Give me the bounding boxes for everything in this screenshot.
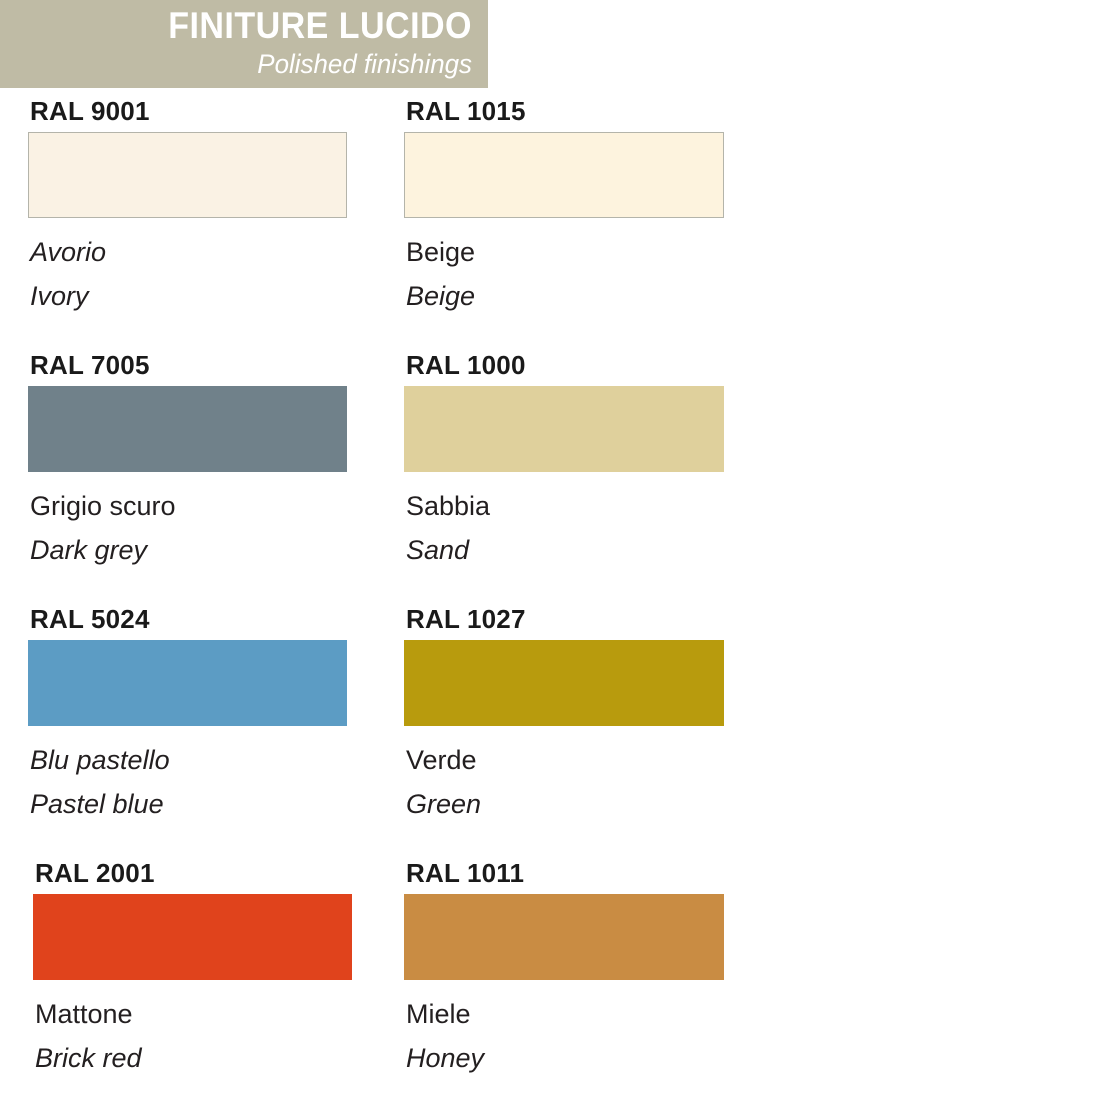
- ral-code-label: RAL 1011: [406, 858, 525, 888]
- color-name-italian: Beige: [406, 237, 476, 267]
- color-swatch[interactable]: [28, 640, 347, 726]
- swatch-names: Mattone Brick red: [35, 992, 392, 1080]
- color-name-english: Dark grey: [30, 535, 148, 565]
- swatch-card-ral-2001[interactable]: RAL 2001 Mattone Brick red: [0, 858, 392, 1108]
- swatch-card-ral-7005[interactable]: RAL 7005 Grigio scuro Dark grey: [0, 350, 392, 604]
- swatch-row: RAL 5024 Blu pastello Pastel blue RAL 10…: [0, 604, 1100, 858]
- swatch-card-ral-5024[interactable]: RAL 5024 Blu pastello Pastel blue: [0, 604, 392, 858]
- swatch-card-ral-1000[interactable]: RAL 1000 Sabbia Sand: [392, 350, 784, 604]
- swatch-card-ral-1015[interactable]: RAL 1015 Beige Beige: [392, 96, 784, 350]
- color-swatch[interactable]: [404, 894, 724, 980]
- swatch-names: Blu pastello Pastel blue: [30, 738, 392, 826]
- swatch-row: RAL 2001 Mattone Brick red RAL 1011 Miel…: [0, 858, 1100, 1108]
- swatch-names: Verde Green: [406, 738, 784, 826]
- color-name-italian: Grigio scuro: [30, 491, 176, 521]
- swatch-names: Beige Beige: [406, 230, 784, 318]
- color-name-english: Brick red: [35, 1043, 142, 1073]
- color-name-italian: Mattone: [35, 999, 133, 1029]
- color-name-italian: Miele: [406, 999, 471, 1029]
- swatch-names: Avorio Ivory: [30, 230, 392, 318]
- swatch-card-ral-1011[interactable]: RAL 1011 Miele Honey: [392, 858, 784, 1108]
- swatch-names: Grigio scuro Dark grey: [30, 484, 392, 572]
- ral-code-label: RAL 1027: [406, 604, 526, 634]
- swatch-names: Sabbia Sand: [406, 484, 784, 572]
- ral-code-label: RAL 1000: [406, 350, 526, 380]
- color-name-italian: Blu pastello: [30, 745, 170, 775]
- ral-code-label: RAL 9001: [30, 96, 150, 126]
- color-swatch[interactable]: [28, 386, 347, 472]
- ral-code-label: RAL 7005: [30, 350, 150, 380]
- color-name-english: Beige: [406, 281, 476, 311]
- color-swatch[interactable]: [404, 386, 724, 472]
- ral-code-label: RAL 2001: [35, 858, 155, 888]
- color-swatch[interactable]: [28, 132, 347, 218]
- color-swatch[interactable]: [404, 132, 724, 218]
- page-subtitle: Polished finishings: [257, 49, 472, 79]
- header-banner: FINITURE LUCIDO Polished finishings: [0, 0, 488, 88]
- color-name-english: Pastel blue: [30, 789, 164, 819]
- swatch-names: Miele Honey: [406, 992, 784, 1080]
- color-name-english: Green: [406, 789, 482, 819]
- color-name-english: Ivory: [30, 281, 89, 311]
- color-name-italian: Sabbia: [406, 491, 491, 521]
- page-title: FINITURE LUCIDO: [168, 5, 472, 46]
- color-name-english: Honey: [406, 1043, 485, 1073]
- swatch-card-ral-1027[interactable]: RAL 1027 Verde Green: [392, 604, 784, 858]
- swatch-row: RAL 9001 Avorio Ivory RAL 1015 Beige Bei…: [0, 96, 1100, 350]
- swatch-card-ral-9001[interactable]: RAL 9001 Avorio Ivory: [0, 96, 392, 350]
- color-swatch-grid: RAL 9001 Avorio Ivory RAL 1015 Beige Bei…: [0, 96, 1100, 1108]
- ral-code-label: RAL 1015: [406, 96, 526, 126]
- color-name-italian: Avorio: [30, 237, 107, 267]
- swatch-row: RAL 7005 Grigio scuro Dark grey RAL 1000…: [0, 350, 1100, 604]
- color-name-english: Sand: [406, 535, 470, 565]
- color-name-italian: Verde: [406, 745, 477, 775]
- color-swatch[interactable]: [404, 640, 724, 726]
- color-swatch[interactable]: [33, 894, 352, 980]
- ral-code-label: RAL 5024: [30, 604, 150, 634]
